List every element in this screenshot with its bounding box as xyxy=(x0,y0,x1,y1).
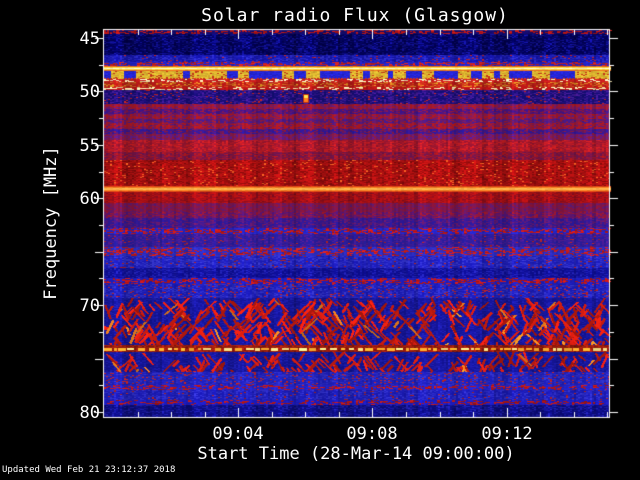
y-tick-label-50: 50 xyxy=(79,82,100,102)
y-tick-label-55: 55 xyxy=(79,136,100,156)
y-axis-label: Frequency [MHz] xyxy=(41,146,61,300)
x-tick-label-0904: 09:04 xyxy=(212,424,264,444)
y-tick-label-80: 80 xyxy=(79,403,100,423)
updated-timestamp: Updated Wed Feb 21 23:12:37 2018 xyxy=(2,465,176,475)
chart-title: Solar radio Flux (Glasgow) xyxy=(201,5,509,26)
y-tick-label-45: 45 xyxy=(79,29,100,49)
x-tick-label-0908: 09:08 xyxy=(346,424,398,444)
y-tick-label-60: 60 xyxy=(79,189,100,209)
y-tick-label-70: 70 xyxy=(79,296,100,316)
x-tick-label-0912: 09:12 xyxy=(481,424,533,444)
x-axis-label: Start Time (28-Mar-14 09:00:00) xyxy=(197,444,515,464)
